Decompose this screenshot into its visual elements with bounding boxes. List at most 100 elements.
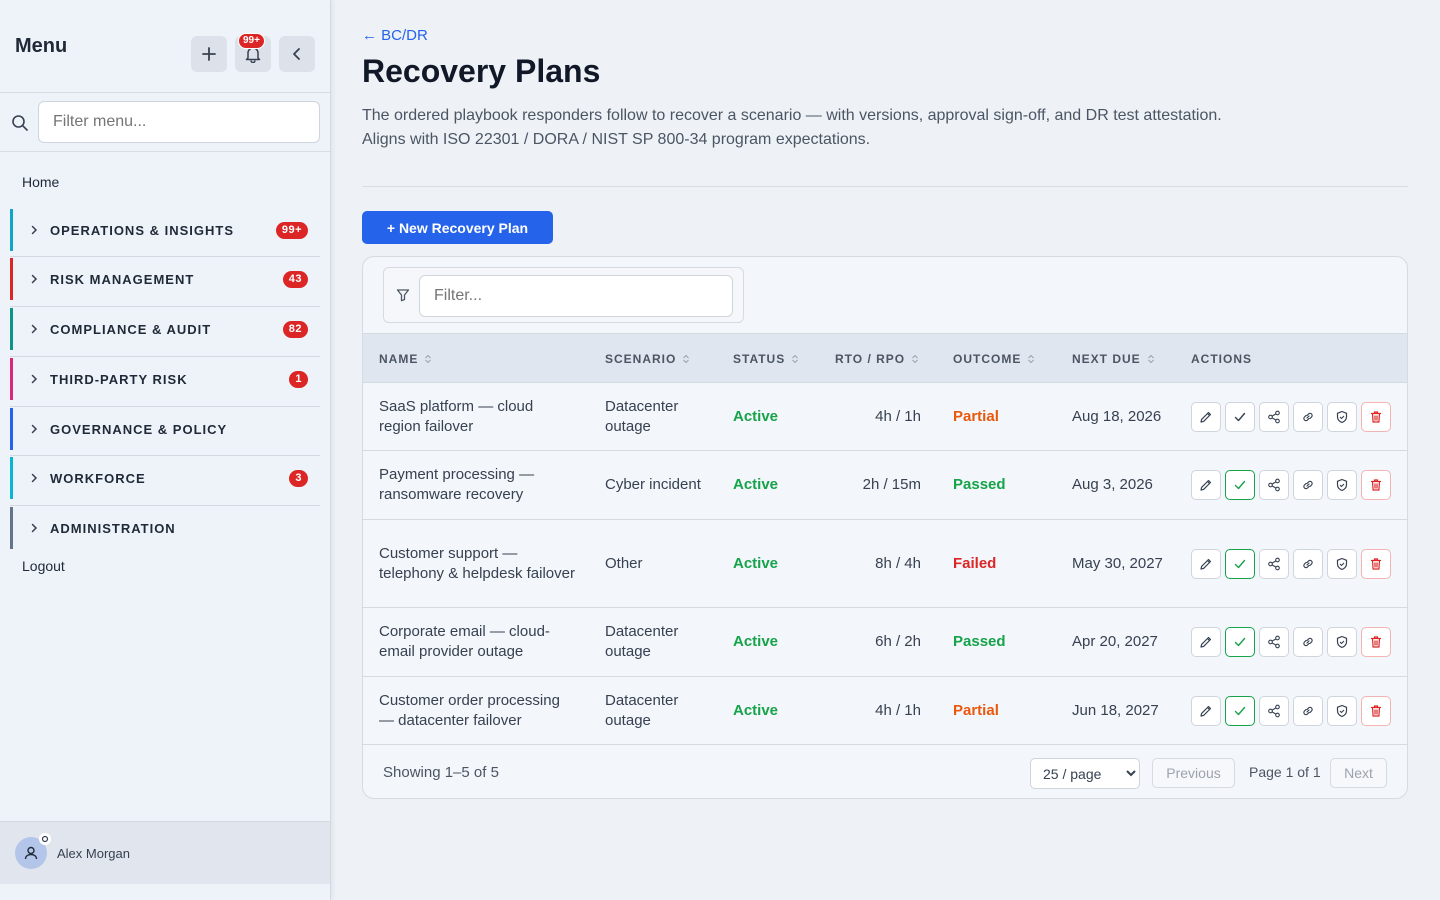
- sort-icon: [1147, 354, 1155, 364]
- share-button[interactable]: [1259, 695, 1289, 726]
- share-button[interactable]: [1259, 401, 1289, 432]
- sidebar-item-home[interactable]: Home: [22, 174, 60, 190]
- cell-name[interactable]: Customer order processing — datacenter f…: [379, 691, 560, 729]
- approve-button[interactable]: [1225, 548, 1255, 579]
- link-button[interactable]: [1293, 401, 1323, 432]
- sidebar-section-operations-insights[interactable]: OPERATIONS & INSIGHTS 99+: [10, 209, 320, 251]
- outcome-badge: Partial: [953, 701, 999, 719]
- sidebar-section-governance-policy[interactable]: GOVERNANCE & POLICY: [10, 408, 320, 450]
- attest-button[interactable]: [1327, 695, 1357, 726]
- page-info: Page 1 of 1: [1249, 764, 1321, 780]
- delete-button[interactable]: [1361, 627, 1391, 657]
- approve-button[interactable]: [1225, 627, 1255, 657]
- chevron-right-icon: [29, 523, 41, 533]
- delete-button[interactable]: [1361, 548, 1391, 579]
- sidebar-section-workforce[interactable]: WORKFORCE 3: [10, 457, 320, 499]
- collapse-sidebar-button[interactable]: [279, 36, 315, 72]
- count-badge: 3: [289, 469, 308, 487]
- column-header-next-due[interactable]: NEXT DUE: [1072, 334, 1155, 383]
- row-actions: [1191, 451, 1401, 519]
- edit-button[interactable]: [1191, 470, 1221, 500]
- share-icon: [1267, 635, 1281, 649]
- column-label: NAME: [379, 351, 419, 366]
- next-page-button[interactable]: Next: [1330, 758, 1387, 788]
- avatar[interactable]: [15, 833, 51, 869]
- sort-icon: [1027, 354, 1035, 364]
- edit-button[interactable]: [1191, 548, 1221, 579]
- share-button[interactable]: [1259, 548, 1289, 579]
- table-row[interactable]: Payment processing — ransomware recovery…: [363, 451, 1407, 520]
- add-button[interactable]: [191, 36, 227, 72]
- row-actions: [1191, 383, 1401, 450]
- showing-count: Showing 1–5 of 5: [383, 764, 499, 781]
- attest-button[interactable]: [1327, 548, 1357, 579]
- shield-icon: [1335, 704, 1349, 718]
- table-row[interactable]: Customer order processing — datacenter f…: [363, 677, 1407, 745]
- per-page-select[interactable]: 25 / page: [1030, 758, 1140, 789]
- link-button[interactable]: [1293, 548, 1323, 579]
- share-button[interactable]: [1259, 470, 1289, 500]
- column-label: OUTCOME: [953, 351, 1022, 366]
- chevron-right-icon: [29, 374, 41, 384]
- divider: [10, 406, 320, 407]
- edit-button[interactable]: [1191, 627, 1221, 657]
- approve-button[interactable]: [1225, 401, 1255, 432]
- delete-button[interactable]: [1361, 401, 1391, 432]
- share-icon: [1267, 704, 1281, 718]
- plus-icon: [202, 47, 216, 61]
- table-row[interactable]: SaaS platform — cloud region failover Da…: [363, 383, 1407, 451]
- column-header-scenario[interactable]: SCENARIO: [605, 334, 690, 383]
- cell-name[interactable]: Payment processing — ransomware recovery: [379, 466, 535, 503]
- attest-button[interactable]: [1327, 470, 1357, 500]
- status-badge: Active: [733, 476, 779, 493]
- edit-button[interactable]: [1191, 695, 1221, 726]
- cell-next-due: Jun 18, 2027: [1072, 701, 1159, 719]
- notifications-button[interactable]: 99+: [235, 33, 271, 72]
- cell-name[interactable]: SaaS platform — cloud region failover: [379, 397, 534, 435]
- delete-button[interactable]: [1361, 695, 1391, 726]
- table-row[interactable]: Corporate email — cloud-email provider o…: [363, 608, 1407, 677]
- divider: [10, 256, 320, 257]
- column-header-outcome[interactable]: OUTCOME: [953, 334, 1035, 383]
- cell-rto-rpo: 2h / 15m: [862, 476, 921, 493]
- filter-menu-input[interactable]: [38, 101, 320, 143]
- column-header-name[interactable]: NAME: [379, 334, 432, 383]
- cell-name[interactable]: Corporate email — cloud-email provider o…: [379, 623, 550, 660]
- divider: [10, 306, 320, 307]
- link-button[interactable]: [1293, 470, 1323, 500]
- edit-button[interactable]: [1191, 401, 1221, 432]
- count-badge: 1: [289, 370, 308, 388]
- previous-page-button[interactable]: Previous: [1152, 758, 1235, 788]
- link-button[interactable]: [1293, 695, 1323, 726]
- table-header: NAME SCENARIO STATUS RTO / RPO OUTCOME N…: [363, 333, 1407, 383]
- attest-button[interactable]: [1327, 627, 1357, 657]
- breadcrumb-back-link[interactable]: ← BC/DR: [362, 27, 428, 44]
- table-filter-input[interactable]: [419, 275, 733, 317]
- link-button[interactable]: [1293, 627, 1323, 657]
- column-header-rto-rpo[interactable]: RTO / RPO: [835, 334, 919, 383]
- approve-button[interactable]: [1225, 470, 1255, 500]
- approve-button[interactable]: [1225, 695, 1255, 726]
- link-icon: [1301, 478, 1315, 492]
- sidebar-section-compliance-audit[interactable]: COMPLIANCE & AUDIT 82: [10, 308, 320, 350]
- sidebar-section-label: COMPLIANCE & AUDIT: [50, 321, 212, 337]
- sidebar-section-third-party-risk[interactable]: THIRD-PARTY RISK 1: [10, 358, 320, 400]
- attest-button[interactable]: [1327, 401, 1357, 432]
- new-recovery-plan-button[interactable]: + New Recovery Plan: [362, 211, 553, 244]
- column-header-actions: ACTIONS: [1191, 334, 1252, 383]
- share-icon: [1267, 478, 1281, 492]
- column-header-status[interactable]: STATUS: [733, 334, 799, 383]
- sidebar-search: [0, 93, 330, 152]
- share-button[interactable]: [1259, 627, 1289, 657]
- cell-rto-rpo: 6h / 2h: [875, 633, 921, 650]
- delete-button[interactable]: [1361, 470, 1391, 500]
- table-row[interactable]: Customer support — telephony & helpdesk …: [363, 520, 1407, 608]
- sidebar-section-risk-management[interactable]: RISK MANAGEMENT 43: [10, 258, 320, 300]
- sidebar-section-administration[interactable]: ADMINISTRATION: [10, 507, 320, 549]
- user-profile[interactable]: Alex Morgan: [0, 821, 330, 884]
- trash-icon: [1369, 410, 1383, 424]
- outcome-badge: Failed: [953, 554, 997, 572]
- divider: [10, 505, 320, 506]
- cell-name[interactable]: Customer support — telephony & helpdesk …: [379, 544, 575, 582]
- logout-link[interactable]: Logout: [22, 558, 65, 574]
